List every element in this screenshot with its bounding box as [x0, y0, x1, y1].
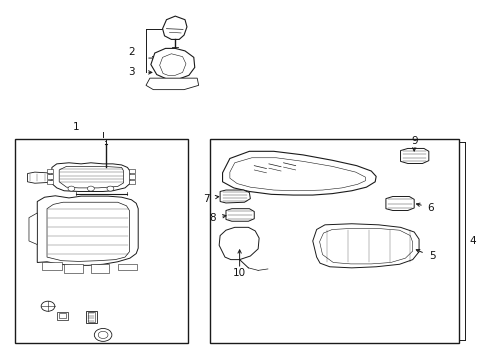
- Circle shape: [68, 186, 75, 191]
- Text: 2: 2: [128, 46, 134, 57]
- Circle shape: [107, 186, 114, 191]
- Bar: [210, 139, 458, 343]
- Polygon shape: [400, 148, 428, 163]
- Bar: [88, 312, 95, 321]
- Bar: [64, 264, 82, 273]
- Circle shape: [41, 301, 55, 311]
- Circle shape: [94, 328, 112, 341]
- Polygon shape: [319, 228, 412, 264]
- Polygon shape: [219, 227, 259, 260]
- Polygon shape: [37, 196, 138, 265]
- Polygon shape: [27, 172, 52, 183]
- Bar: [129, 180, 135, 184]
- Bar: [118, 264, 137, 270]
- Polygon shape: [47, 202, 129, 261]
- Text: 1: 1: [73, 122, 80, 132]
- Bar: [42, 262, 61, 270]
- Bar: [129, 169, 135, 173]
- Bar: [15, 139, 188, 343]
- Bar: [47, 169, 53, 173]
- Polygon shape: [229, 158, 365, 191]
- Circle shape: [98, 331, 108, 338]
- Bar: [86, 311, 97, 323]
- Circle shape: [87, 186, 94, 191]
- Text: 4: 4: [468, 236, 475, 246]
- Text: 9: 9: [410, 136, 417, 146]
- Text: 5: 5: [428, 251, 435, 261]
- Polygon shape: [312, 224, 418, 268]
- Text: 8: 8: [208, 213, 215, 223]
- Polygon shape: [225, 209, 254, 221]
- Polygon shape: [220, 190, 250, 203]
- Polygon shape: [159, 54, 185, 75]
- Bar: [57, 312, 68, 320]
- Text: 7: 7: [203, 194, 209, 204]
- Bar: [47, 180, 53, 184]
- Bar: [59, 314, 66, 319]
- Polygon shape: [59, 166, 123, 188]
- Bar: [91, 264, 109, 273]
- Text: 10: 10: [233, 268, 245, 278]
- Polygon shape: [151, 48, 194, 79]
- Polygon shape: [222, 151, 375, 195]
- Polygon shape: [146, 78, 198, 90]
- Bar: [47, 174, 53, 179]
- Polygon shape: [385, 197, 413, 211]
- Text: 6: 6: [427, 203, 433, 213]
- Polygon shape: [29, 213, 37, 244]
- Text: 3: 3: [128, 67, 134, 77]
- Bar: [129, 174, 135, 179]
- Polygon shape: [52, 163, 130, 192]
- Polygon shape: [162, 16, 186, 40]
